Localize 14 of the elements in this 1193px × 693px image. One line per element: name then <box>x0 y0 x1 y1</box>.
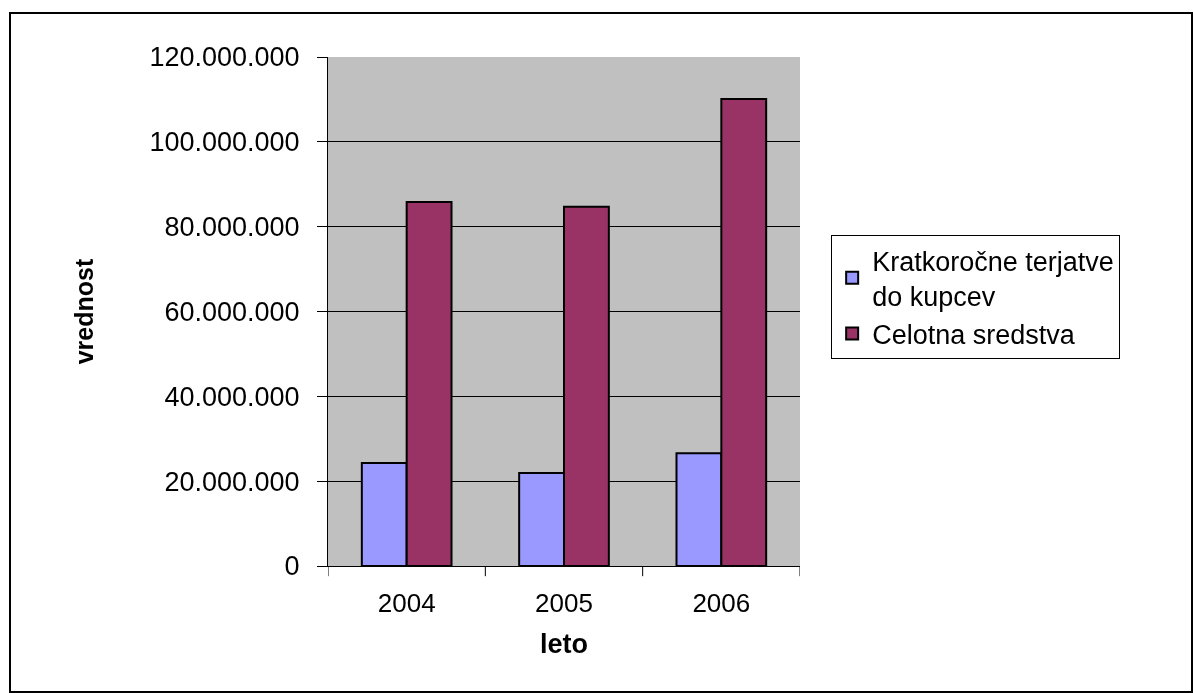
x-tick-label: 2004 <box>377 588 436 619</box>
y-tick-label: 60.000.000 <box>164 296 300 327</box>
y-tick-label: 20.000.000 <box>164 466 300 497</box>
legend-label: Celotna sredstva <box>872 319 1076 350</box>
x-tick-label: 2006 <box>692 588 751 619</box>
legend-label: Kratkoročne terjatve do kupcev <box>872 246 1114 312</box>
x-tick-label: 2005 <box>535 588 593 619</box>
y-axis-title: vrednost <box>70 258 99 365</box>
x-axis-title: leto <box>539 628 589 659</box>
y-tick-label: 100.000.000 <box>149 127 300 158</box>
y-tick-label: 120.000.000 <box>149 42 300 73</box>
y-tick-label: 80.000.000 <box>164 212 300 243</box>
y-tick-label: 0 <box>284 551 300 582</box>
y-tick-label: 40.000.000 <box>164 381 300 412</box>
